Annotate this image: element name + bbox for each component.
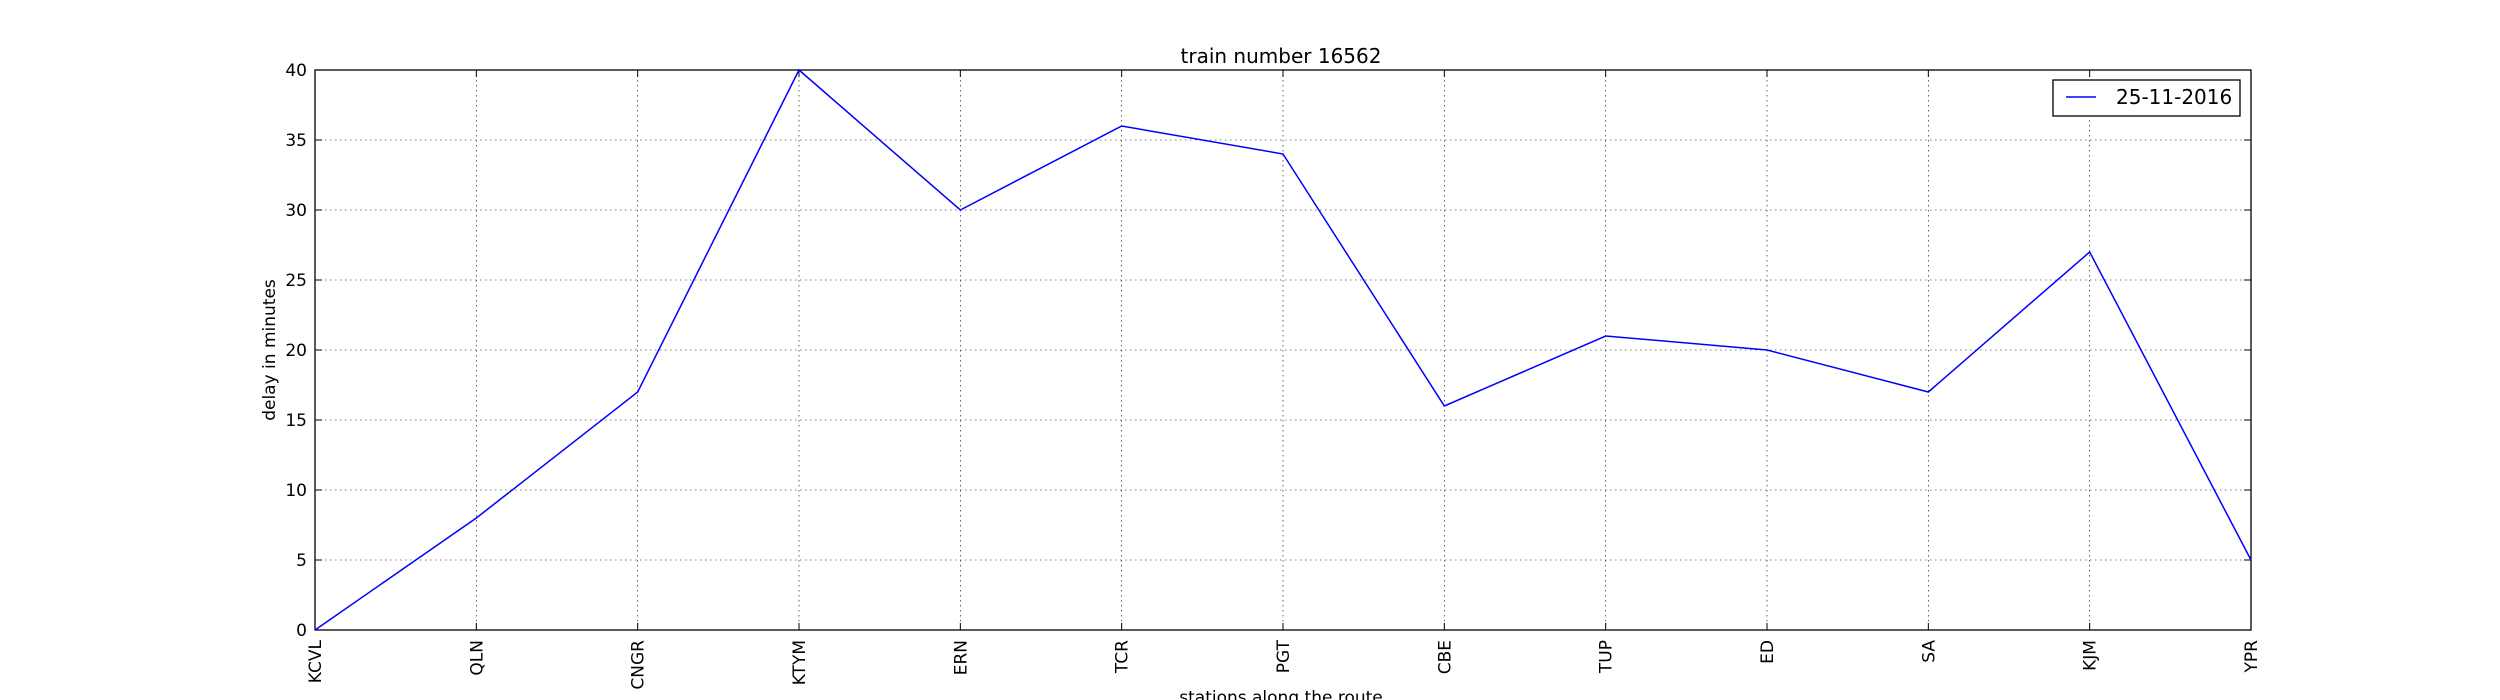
x-tick-label: TUP: [1597, 640, 1617, 674]
x-tick-label: KTYM: [790, 640, 810, 685]
x-tick-label: ERN: [951, 640, 971, 675]
x-axis: KCVL QLN CNGR KTYM ERN TCR PGT CBE TUP ED SA KJM YPR: [306, 70, 2262, 690]
y-axis: 0 5 10 15 20 25 30 35 40: [285, 61, 2251, 641]
x-tick-label: YPR: [2242, 640, 2262, 674]
legend-entry-label: 25-11-2016: [2116, 85, 2232, 109]
x-tick-label: KJM: [2081, 640, 2101, 671]
x-tick-label: ED: [1758, 640, 1778, 664]
chart-title: train number 16562: [1181, 44, 1382, 68]
x-tick-label: SA: [1919, 640, 1939, 663]
x-tick-label: QLN: [467, 640, 487, 676]
x-tick-label: TCR: [1113, 640, 1133, 674]
y-tick-label: 15: [285, 411, 307, 431]
y-tick-label: 20: [285, 341, 307, 361]
y-tick-label: 30: [285, 201, 307, 221]
x-tick-label: KCVL: [306, 639, 326, 683]
series-layer: [314, 68, 2252, 631]
x-tick-label: CNGR: [629, 640, 649, 690]
y-tick-label: 25: [285, 271, 307, 291]
legend: 25-11-2016: [2052, 79, 2241, 117]
y-tick-label: 0: [296, 621, 307, 641]
y-tick-label: 35: [285, 131, 307, 151]
y-tick-label: 5: [296, 551, 307, 571]
x-tick-label: CBE: [1435, 640, 1455, 674]
x-tick-label: PGT: [1274, 639, 1294, 673]
y-tick-label: 40: [285, 61, 307, 81]
x-axis-label: stations along the route: [1179, 688, 1383, 700]
y-tick-label: 10: [285, 481, 307, 501]
legend-box: [2052, 79, 2241, 117]
grid: [315, 70, 2251, 630]
y-axis-label: delay in minutes: [260, 279, 280, 421]
